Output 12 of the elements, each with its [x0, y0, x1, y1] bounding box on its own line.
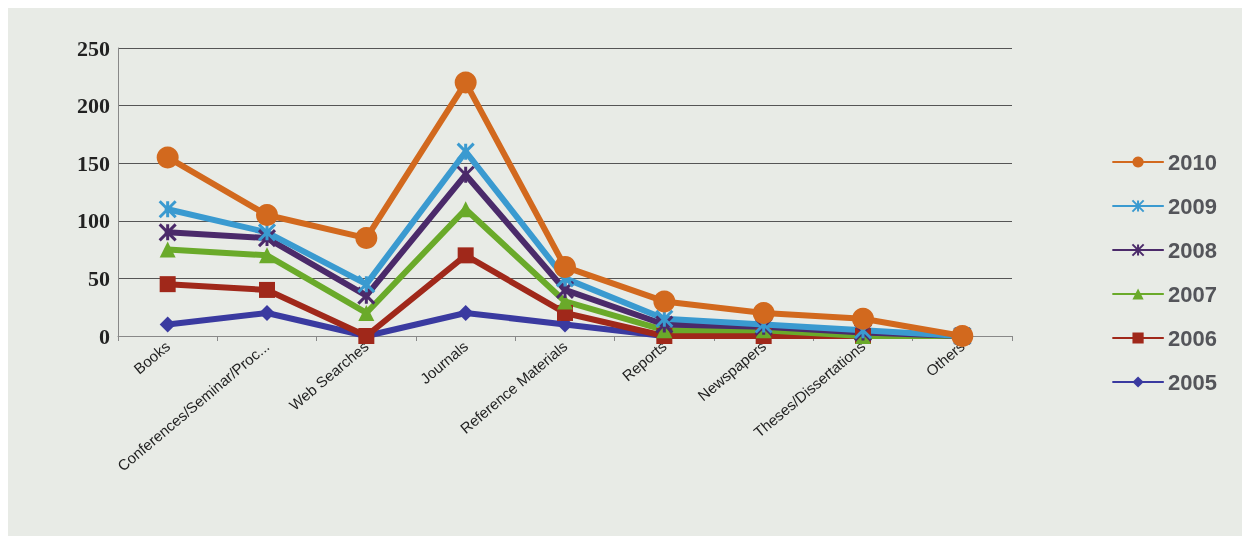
y-tick-label: 50: [88, 265, 110, 291]
legend-label: 2005: [1168, 369, 1218, 395]
y-tick-label: 150: [77, 150, 110, 176]
y-tick-label: 200: [77, 93, 110, 119]
legend-label: 2010: [1168, 149, 1218, 175]
y-tick-label: 0: [99, 323, 110, 349]
legend-label: 2006: [1168, 325, 1218, 351]
y-tick-label: 250: [77, 35, 110, 61]
legend-label: 2007: [1168, 281, 1218, 307]
legend-label: 2009: [1168, 193, 1218, 219]
legend-label: 2008: [1168, 237, 1218, 263]
y-tick-label: 100: [77, 208, 110, 234]
